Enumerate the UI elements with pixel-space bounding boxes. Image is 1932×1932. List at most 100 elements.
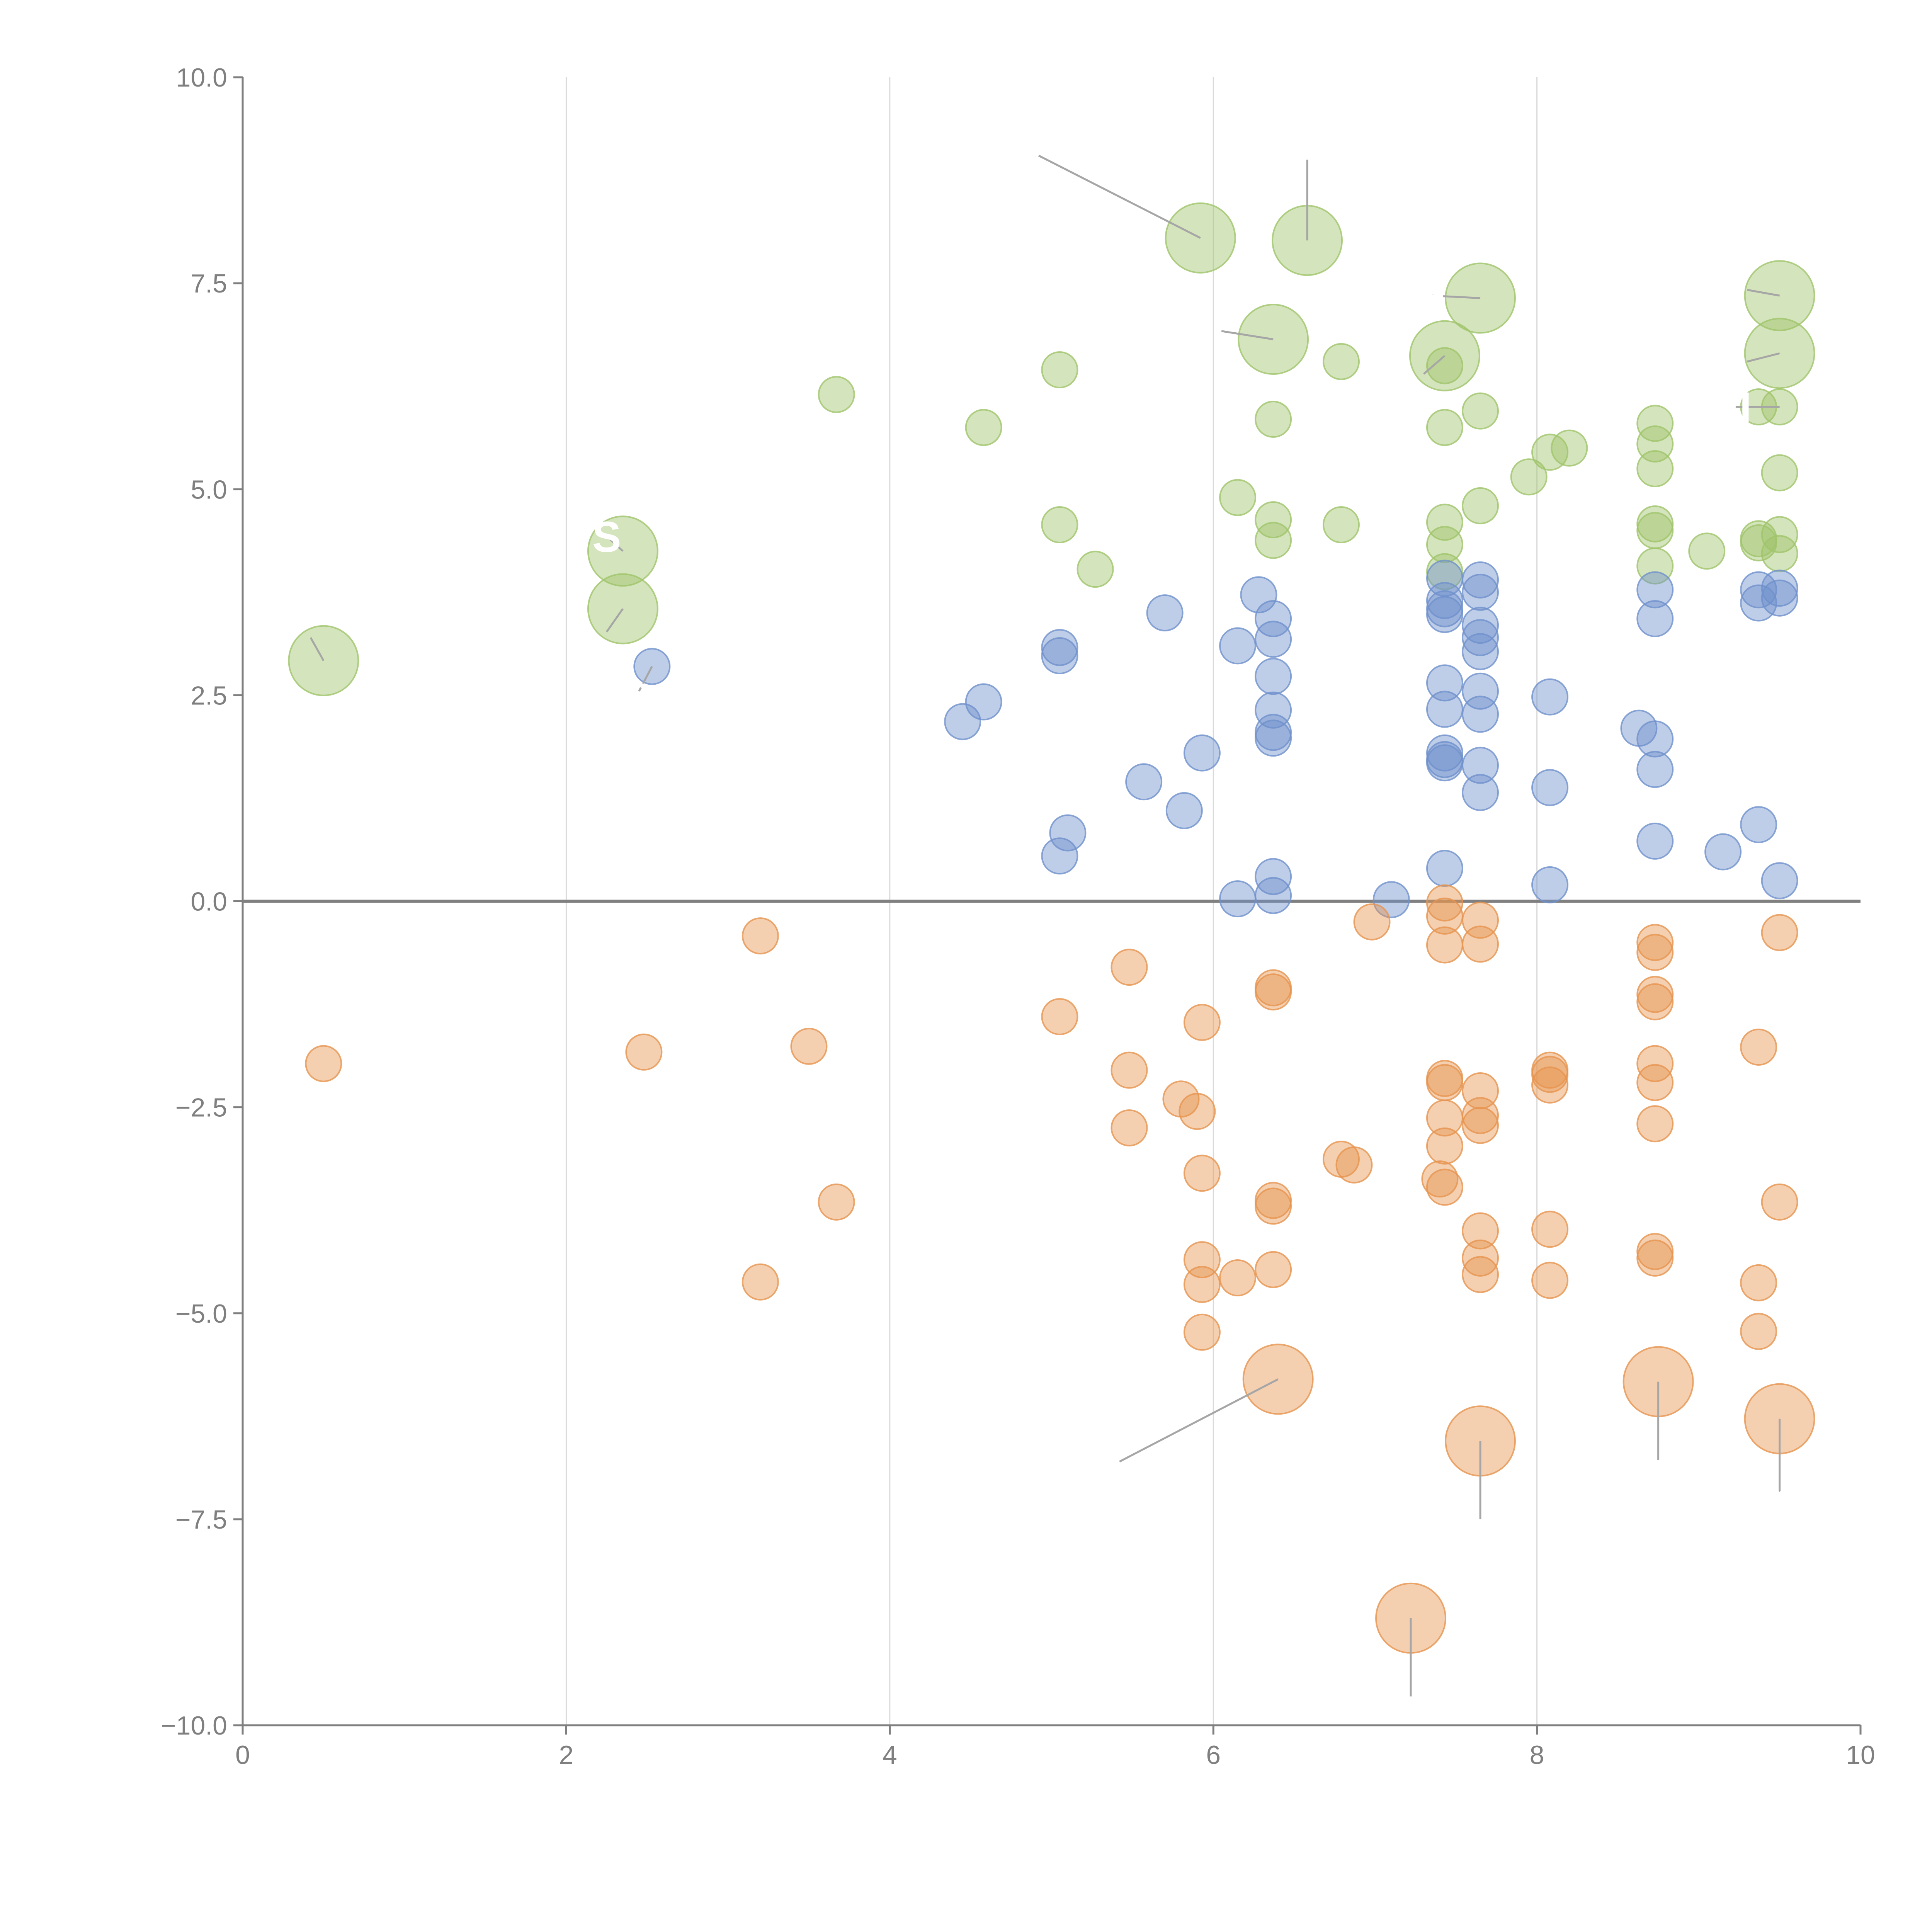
blue-point — [944, 703, 981, 740]
x-tick-label: 8 — [1530, 1740, 1544, 1770]
orange-point — [1636, 983, 1674, 1020]
blue-point — [1761, 570, 1798, 607]
orange-point — [1740, 1028, 1777, 1066]
green-point — [1077, 551, 1114, 588]
orange-point — [1636, 1064, 1674, 1101]
blue-point — [1462, 747, 1499, 784]
orange-point — [1636, 1045, 1674, 1082]
blue-point — [1125, 763, 1163, 801]
annotation-leader — [606, 535, 624, 552]
y-tick-label: −7.5 — [175, 1505, 227, 1534]
orange-point — [1353, 903, 1391, 940]
y-tick-label: 2.5 — [190, 681, 227, 710]
x-tick-label: 0 — [235, 1740, 250, 1770]
green-point — [1426, 503, 1463, 541]
annotation-label: EI — [1711, 383, 1752, 432]
x-tick-label: 4 — [883, 1740, 897, 1770]
green-point — [1322, 343, 1360, 380]
orange-point — [1462, 925, 1499, 963]
annotation-leader — [1221, 330, 1274, 340]
x-tick-label: 6 — [1206, 1740, 1221, 1770]
orange-point — [1183, 1313, 1221, 1351]
blue-point — [1426, 664, 1463, 702]
green-point — [1636, 512, 1674, 549]
orange-point — [1335, 1146, 1373, 1184]
blue-point — [1462, 573, 1499, 611]
orange-point — [1426, 1064, 1463, 1101]
orange-point — [1426, 884, 1463, 922]
annotation-leader — [1432, 294, 1481, 299]
blue-point — [1041, 837, 1078, 875]
green-point — [1041, 351, 1078, 389]
orange-point — [1462, 1097, 1499, 1134]
green-point — [1426, 347, 1463, 384]
green-point — [818, 376, 855, 413]
blue-point — [1462, 672, 1499, 710]
orange-point — [818, 1183, 855, 1221]
green-point — [1462, 392, 1499, 430]
green-point — [1426, 409, 1463, 446]
orange-point — [1761, 1183, 1798, 1221]
blue-point — [1240, 576, 1277, 614]
blue-point — [1531, 678, 1569, 716]
orange-point — [1636, 976, 1674, 1013]
green-point — [1531, 434, 1569, 471]
annotation-leader — [1423, 355, 1446, 375]
orange-point — [1531, 1262, 1569, 1299]
green-point — [1255, 400, 1292, 438]
orange-point — [1462, 1107, 1499, 1144]
blue-point — [1531, 866, 1569, 903]
orange-point — [1111, 949, 1148, 986]
orange-point — [1426, 1127, 1463, 1165]
blue-point — [1704, 833, 1742, 871]
blue-point — [1462, 774, 1499, 811]
blue-point — [1426, 582, 1463, 619]
orange-point — [1462, 1239, 1499, 1277]
green-point — [1636, 405, 1674, 442]
annotation-label: F — [1418, 272, 1445, 320]
blue-point — [1531, 769, 1569, 806]
blue-point — [1636, 600, 1674, 638]
blue-point — [1426, 690, 1463, 728]
green-point — [1322, 506, 1360, 543]
blue-point — [1255, 719, 1292, 757]
blue-point — [1041, 629, 1078, 666]
blue-point — [1255, 600, 1292, 638]
blue-point — [1041, 637, 1078, 675]
blue-point — [1255, 877, 1292, 914]
annotation-label: X — [1765, 1473, 1794, 1521]
blue-point — [1462, 619, 1499, 656]
blue-point — [1255, 858, 1292, 895]
annotation-layer: X F EI So — [310, 155, 1794, 1697]
annotation-leader — [1747, 352, 1780, 363]
green-point — [1688, 532, 1726, 570]
green-point — [1761, 516, 1798, 553]
y-tick-label: −5.0 — [175, 1299, 227, 1328]
orange-point — [1636, 924, 1674, 961]
orange-point — [1426, 926, 1463, 964]
blue-point — [1761, 862, 1798, 900]
y-tick-label: −2.5 — [175, 1093, 227, 1122]
green-point — [1551, 429, 1588, 467]
blue-point — [1219, 627, 1257, 665]
green-point — [1041, 506, 1078, 543]
orange-point — [1255, 973, 1292, 1011]
blue-point — [1165, 792, 1203, 829]
annotation-leader — [638, 666, 653, 692]
blue-point — [1146, 594, 1184, 632]
orange-point — [1531, 1066, 1569, 1104]
y-tick-label: −10.0 — [161, 1711, 227, 1740]
y-tick-label: 0.0 — [190, 887, 227, 917]
orange-point — [742, 1263, 779, 1301]
annotation-leader — [1119, 1378, 1279, 1463]
orange-point — [790, 1027, 828, 1065]
green-point — [1255, 522, 1292, 559]
orange-point — [1111, 1051, 1148, 1089]
green-point — [1510, 458, 1548, 496]
orange-point — [1636, 1105, 1674, 1143]
orange-point — [305, 1045, 342, 1082]
blue-point — [1740, 806, 1777, 844]
orange-point — [1761, 914, 1798, 951]
orange-point — [1183, 1155, 1221, 1192]
orange-point — [1636, 934, 1674, 971]
